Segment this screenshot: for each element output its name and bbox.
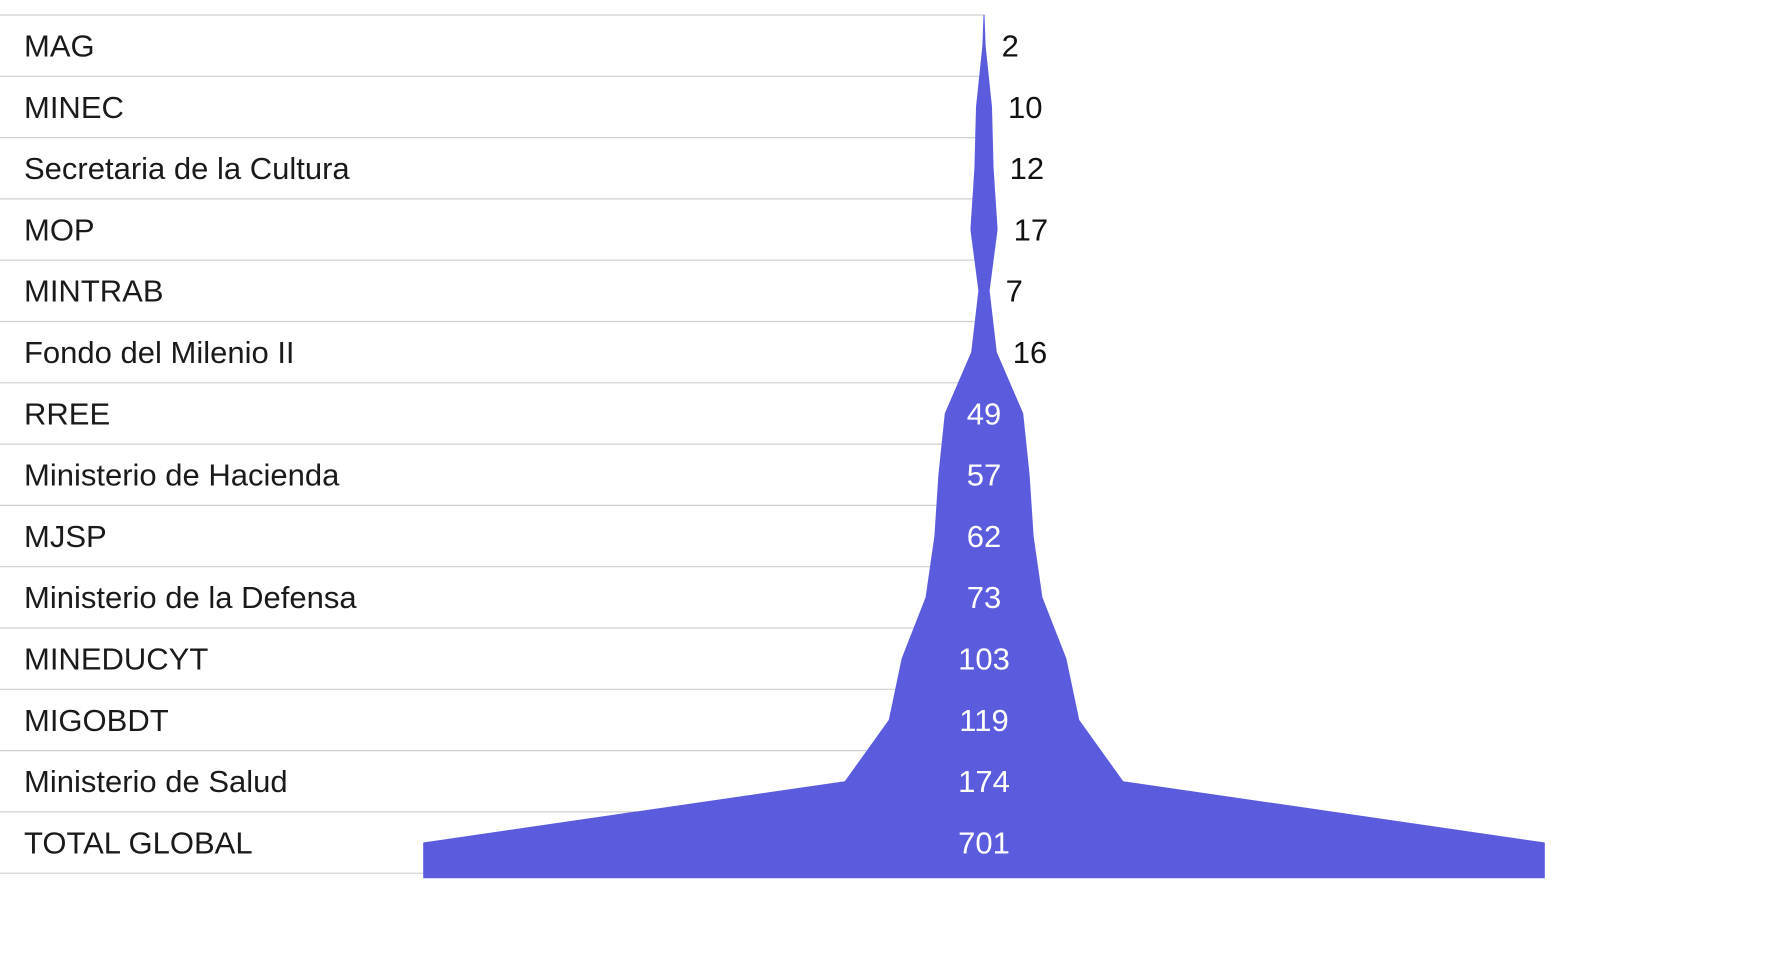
row-label: Ministerio de Hacienda [24,458,340,493]
value-label: 62 [967,519,1001,554]
row-label: RREE [24,396,110,431]
row-label: MIGOBDT [24,703,169,738]
value-label: 49 [967,396,1001,431]
row-label: MOP [24,212,95,247]
value-label: 16 [1013,335,1047,370]
row-label: Ministerio de Salud [24,764,288,799]
value-label: 7 [1006,274,1023,309]
value-label: 119 [959,703,1008,738]
row-label: Secretaria de la Cultura [24,151,350,186]
row-label: MINTRAB [24,274,164,309]
row-label: TOTAL GLOBAL [24,825,253,860]
funnel-shape [423,15,1545,878]
row-label: MJSP [24,519,107,554]
value-label: 701 [958,825,1010,860]
value-label: 12 [1010,151,1044,186]
value-label: 103 [958,642,1010,677]
value-label: 73 [967,580,1001,615]
grid-lines [0,15,985,873]
value-label: 57 [967,458,1001,493]
value-label: 2 [1002,29,1019,64]
value-label: 10 [1008,90,1042,125]
value-label: 174 [958,764,1010,799]
value-label: 17 [1014,212,1048,247]
row-label: MINEDUCYT [24,642,208,677]
row-label: Fondo del Milenio II [24,335,295,370]
row-label: MAG [24,29,95,64]
row-label: Ministerio de la Defensa [24,580,357,615]
row-label: MINEC [24,90,124,125]
